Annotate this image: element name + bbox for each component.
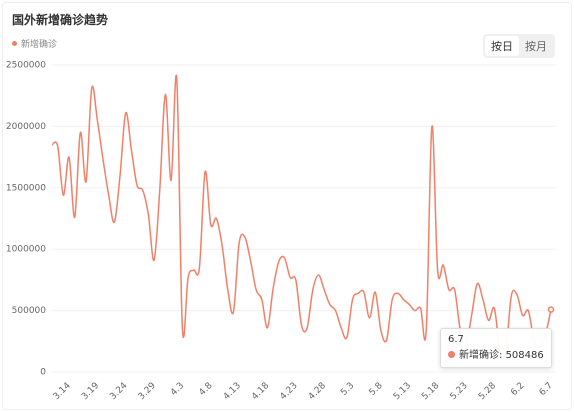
x-tick-label: 6.7 [538, 381, 555, 398]
x-tick-label: 4.18 [250, 381, 271, 402]
y-tick-label: 2000000 [6, 122, 46, 132]
x-tick-label: 3.29 [137, 381, 158, 402]
legend[interactable]: 新增确诊 [12, 37, 57, 50]
y-tick-label: 1500000 [6, 183, 46, 193]
y-tick-label: 1000000 [6, 245, 46, 255]
x-tick-label: 5.18 [420, 381, 441, 402]
tooltip-series: 新增确诊 [459, 350, 506, 361]
day-button[interactable]: 按日 [485, 36, 519, 56]
x-tick-label: 4.28 [307, 381, 328, 402]
tooltip-value: 508486 [505, 350, 544, 361]
y-tick-label: 2500000 [6, 61, 46, 71]
y-tick-label: 500000 [12, 306, 47, 316]
x-tick-label: 4.8 [197, 381, 214, 398]
x-tick-label: 3.24 [108, 381, 129, 402]
month-button[interactable]: 按月 [525, 40, 547, 53]
x-tick-label: 4.13 [222, 381, 243, 402]
x-tick-label: 3.14 [52, 381, 73, 402]
tooltip: 6.7 新增确诊508486 [440, 328, 552, 368]
x-tick-label: 3.19 [80, 381, 101, 402]
x-tick-label: 5.23 [449, 381, 470, 402]
y-tick-label: 0 [40, 368, 46, 378]
hover-point [547, 306, 555, 313]
x-tick-label: 5.28 [477, 381, 498, 402]
tooltip-dot [448, 351, 455, 358]
title: 国外新增确诊趋势 [12, 13, 109, 27]
legend-label: 新增确诊 [21, 40, 58, 50]
toggle: 按日 按月 [483, 34, 555, 58]
x-tick-label: 5.8 [368, 381, 385, 398]
x-tick-label: 4.3 [169, 381, 186, 398]
x-tick-label: 5.13 [392, 381, 413, 402]
tooltip-category: 6.7 [448, 334, 464, 345]
x-tick-label: 6.2 [509, 381, 526, 398]
x-tick-label: 5.3 [339, 381, 356, 398]
tooltip-row: 新增确诊508486 [448, 348, 544, 364]
legend-dot [12, 41, 17, 46]
line [51, 74, 552, 359]
x-tick-label: 4.23 [278, 381, 299, 402]
